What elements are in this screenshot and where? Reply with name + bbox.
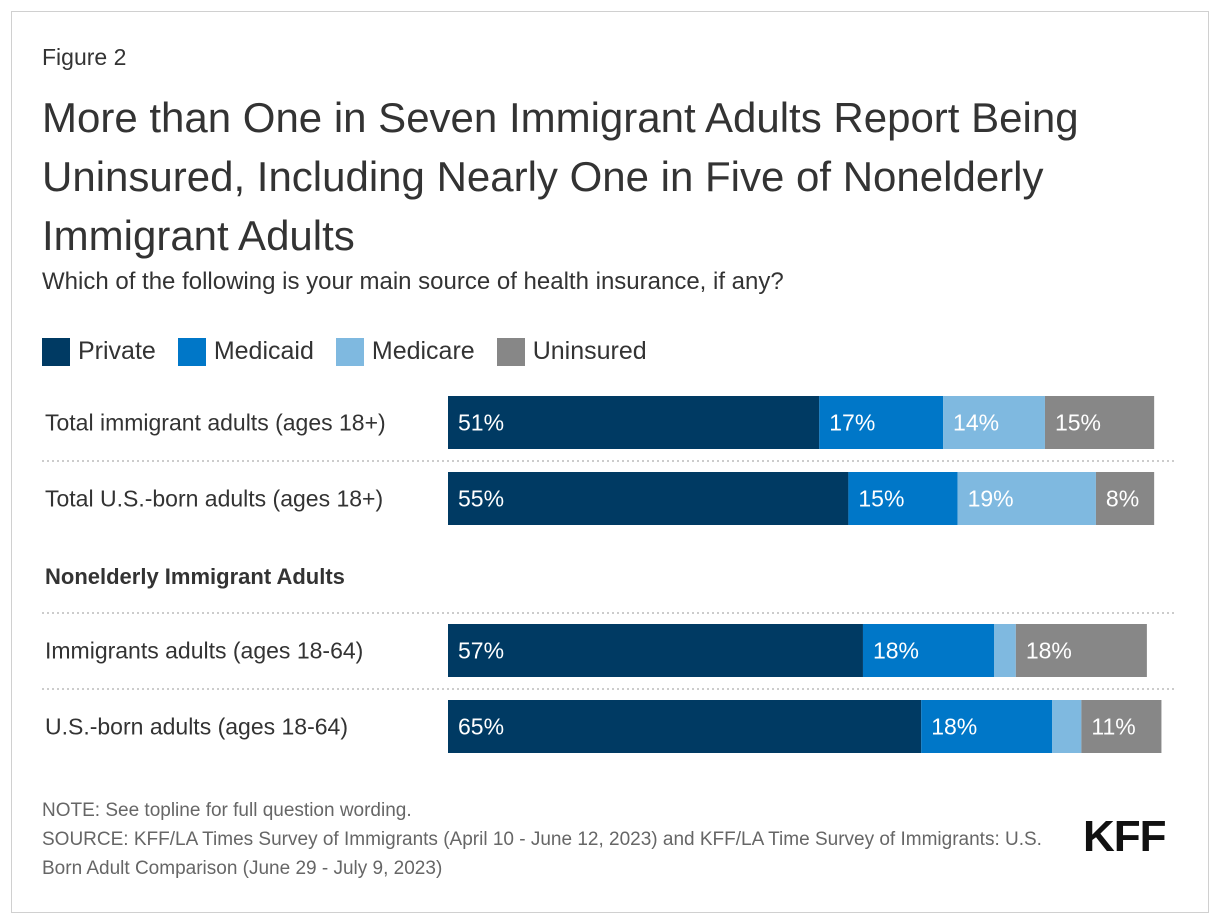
legend-swatch <box>335 337 364 366</box>
chart-subtitle: Which of the following is your main sour… <box>42 268 784 295</box>
data-label: 65% <box>458 714 504 740</box>
legend-label: Uninsured <box>532 337 647 365</box>
data-label: 55% <box>458 486 504 512</box>
bar-uninsured <box>1015 624 1147 677</box>
figure-label: Figure 2 <box>42 44 127 70</box>
bar-uninsured <box>1044 396 1155 449</box>
data-label: 17% <box>829 410 875 436</box>
data-label: 8% <box>1106 486 1139 512</box>
legend-swatch <box>496 337 525 366</box>
bar-uninsured <box>1081 700 1162 753</box>
category-label: Total U.S.-born adults (ages 18+) <box>45 486 383 512</box>
bar-medicaid <box>921 700 1053 753</box>
bar-private <box>448 624 863 677</box>
data-label: 14% <box>953 410 999 436</box>
legend-label: Medicaid <box>213 337 314 365</box>
legend-item-uninsured: Uninsured <box>496 337 647 366</box>
legend-item-private: Private <box>42 337 156 366</box>
data-label: 19% <box>968 486 1014 512</box>
legend-swatch <box>42 337 70 366</box>
bar-medicare <box>943 396 1045 449</box>
bar-uninsured <box>1095 472 1155 525</box>
legend-item-medicaid: Medicaid <box>177 337 314 366</box>
bar-medicaid <box>862 624 994 677</box>
data-label: 51% <box>458 410 504 436</box>
data-label: 18% <box>931 714 977 740</box>
group-label: Nonelderly Immigrant Adults <box>45 564 345 589</box>
data-label: 18% <box>1026 638 1072 664</box>
legend-label: Private <box>78 337 156 365</box>
category-label: Total immigrant adults (ages 18+) <box>45 410 386 436</box>
data-label: 15% <box>858 486 904 512</box>
data-label: 57% <box>458 638 504 664</box>
bar-private <box>448 472 849 525</box>
legend: Private Medicaid Medicare Uninsured <box>42 337 669 366</box>
source-text: SOURCE: KFF/LA Times Survey of Immigrant… <box>42 829 1042 879</box>
figure-frame <box>11 11 1209 913</box>
data-label: 15% <box>1055 410 1101 436</box>
legend-item-medicare: Medicare <box>335 337 475 366</box>
category-label: U.S.-born adults (ages 18-64) <box>45 714 348 740</box>
bar-medicare <box>994 624 1016 677</box>
legend-swatch <box>177 337 206 366</box>
data-label: 11% <box>1091 714 1135 740</box>
legend-label: Medicare <box>371 337 475 365</box>
bar-medicaid <box>819 396 944 449</box>
bar-medicaid <box>848 472 958 525</box>
data-label: 18% <box>873 638 919 664</box>
kff-logo: KFF <box>1083 812 1167 861</box>
notes: NOTE: See topline for full question word… <box>42 796 1052 883</box>
bar-medicare <box>1052 700 1082 753</box>
bar-private <box>448 700 922 753</box>
note-text: NOTE: See topline for full question word… <box>42 800 412 821</box>
bar-private <box>448 396 820 449</box>
chart-title: More than One in Seven Immigrant Adults … <box>42 94 1079 259</box>
bar-medicare <box>957 472 1096 525</box>
category-label: Immigrants adults (ages 18-64) <box>45 638 363 664</box>
